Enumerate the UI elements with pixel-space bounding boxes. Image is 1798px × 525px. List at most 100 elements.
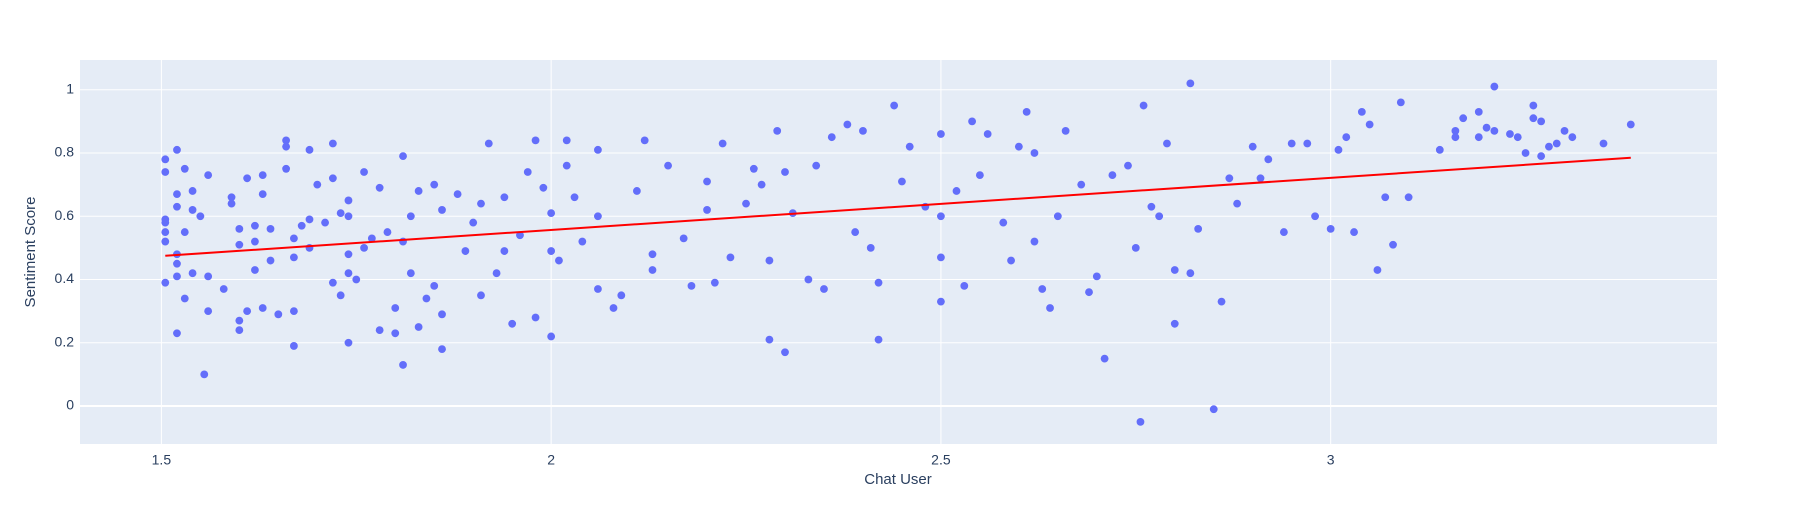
data-point [313, 180, 322, 189]
data-point [1326, 225, 1335, 233]
data-point [180, 228, 189, 236]
data-point [243, 174, 252, 183]
data-point [1155, 212, 1164, 221]
data-point [1194, 225, 1203, 233]
data-point [188, 187, 197, 195]
data-point [1389, 240, 1397, 249]
data-point [360, 243, 368, 252]
data-point [461, 247, 470, 255]
data-point [1186, 79, 1195, 88]
data-point [173, 202, 181, 211]
data-point [383, 228, 392, 236]
data-point [305, 145, 314, 154]
data-point [749, 164, 758, 173]
data-point [196, 212, 205, 221]
plot-area [80, 60, 1717, 444]
data-point [336, 291, 345, 300]
data-point [773, 126, 782, 135]
data-point [352, 275, 361, 284]
data-point [1077, 180, 1086, 189]
data-point [344, 212, 353, 221]
data-point [200, 370, 209, 379]
data-point [360, 168, 368, 176]
data-point [648, 266, 657, 274]
data-point [703, 177, 711, 186]
data-point [890, 101, 899, 110]
data-point [406, 269, 415, 278]
data-point [1506, 130, 1514, 138]
data-point [1014, 142, 1023, 151]
data-point [1100, 354, 1109, 363]
data-point [1131, 243, 1140, 252]
data-point [219, 285, 228, 293]
data-point [859, 126, 867, 135]
data-point [1186, 269, 1195, 278]
data-point [344, 338, 353, 347]
data-point [367, 234, 376, 243]
data-point [1529, 101, 1538, 110]
data-point [438, 206, 446, 214]
x-tick-label: 2 [547, 452, 555, 468]
data-point [161, 168, 170, 176]
data-point [251, 221, 259, 230]
data-point [258, 190, 267, 199]
data-point [1365, 120, 1374, 129]
data-point [1136, 417, 1145, 426]
data-point [391, 329, 400, 338]
data-point [570, 193, 579, 202]
y-tick-label: 0.8 [55, 144, 75, 160]
data-point [594, 145, 602, 154]
trend-line [165, 156, 1631, 257]
data-point [328, 174, 337, 183]
x-tick-label: 3 [1327, 452, 1335, 468]
data-point [243, 307, 252, 316]
data-point [555, 256, 563, 265]
data-point [1490, 126, 1499, 135]
data-point [204, 272, 213, 281]
data-point [1537, 152, 1546, 161]
data-point [640, 136, 649, 145]
data-point [781, 348, 789, 357]
data-point [1521, 149, 1530, 157]
data-point [297, 221, 306, 230]
data-point [1599, 139, 1608, 148]
data-point [937, 130, 945, 138]
data-point [1217, 297, 1226, 306]
y-axis-title: Sentiment Score [22, 197, 39, 308]
data-point [492, 269, 501, 278]
data-point [1233, 199, 1242, 208]
data-point [1537, 117, 1546, 126]
data-point [765, 335, 774, 344]
data-point [827, 133, 836, 142]
data-point [161, 155, 170, 164]
data-point [1264, 155, 1273, 164]
data-point [1560, 126, 1569, 135]
data-point [484, 139, 493, 148]
data-point [1287, 139, 1296, 148]
data-point [1053, 212, 1062, 221]
data-point [399, 152, 407, 161]
data-point [274, 310, 283, 319]
data-point [516, 231, 524, 240]
data-point [547, 247, 556, 255]
data-point [937, 253, 945, 262]
data-point [1147, 202, 1156, 211]
data-point [266, 256, 275, 265]
data-point [258, 171, 267, 180]
data-point [204, 307, 213, 316]
data-point [161, 278, 170, 287]
data-point [843, 120, 852, 129]
data-point [1108, 171, 1117, 180]
data-point [1311, 212, 1319, 221]
data-point [336, 209, 345, 217]
data-point [251, 237, 259, 246]
data-point [1357, 107, 1366, 116]
data-point [562, 136, 571, 145]
data-point [375, 326, 384, 335]
data-point [1225, 174, 1234, 183]
data-point [968, 117, 976, 126]
data-point [1373, 266, 1382, 274]
data-point [430, 180, 439, 189]
